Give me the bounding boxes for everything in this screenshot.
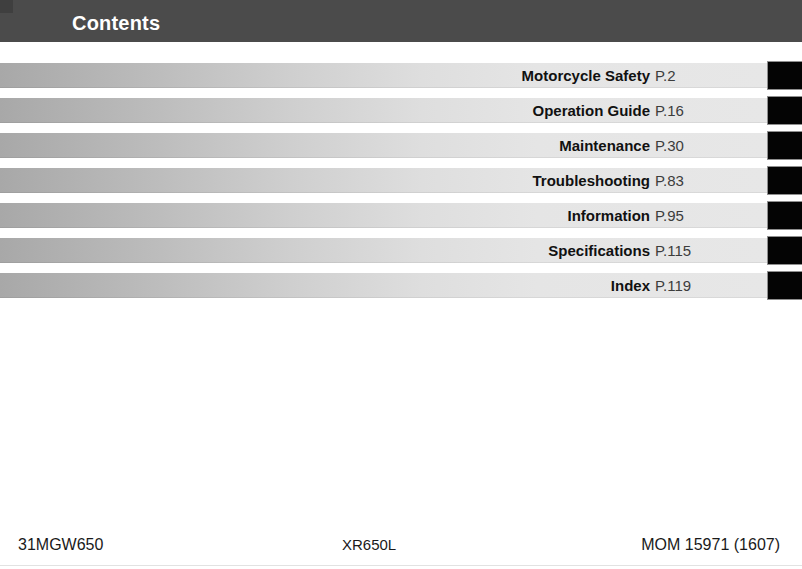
toc-label: Information (568, 203, 651, 228)
toc-label: Operation Guide (532, 98, 650, 123)
toc-bar (0, 273, 767, 298)
toc-row-maintenance[interactable]: Maintenance P.30 (0, 133, 802, 158)
thumb-tab-marker (767, 236, 802, 265)
page-title: Contents (72, 0, 160, 42)
toc-row-specifications[interactable]: Specifications P.115 (0, 238, 802, 263)
toc-bar (0, 63, 767, 88)
toc-list: Motorcycle Safety P.2 Operation Guide P.… (0, 63, 802, 308)
toc-page-ref: P.30 (655, 133, 684, 158)
toc-row-index[interactable]: Index P.119 (0, 273, 802, 298)
toc-page-ref: P.2 (655, 63, 676, 88)
toc-label: Maintenance (559, 133, 650, 158)
bottom-rule (0, 565, 802, 566)
toc-row-motorcycle-safety[interactable]: Motorcycle Safety P.2 (0, 63, 802, 88)
toc-label: Motorcycle Safety (522, 63, 650, 88)
thumb-tab-marker (767, 271, 802, 300)
toc-row-operation-guide[interactable]: Operation Guide P.16 (0, 98, 802, 123)
thumb-tab-marker (767, 131, 802, 160)
toc-label: Index (611, 273, 650, 298)
footer-model-name: XR650L (342, 536, 396, 553)
footer-part-code: 31MGW650 (18, 536, 103, 554)
manual-contents-page: Contents Motorcycle Safety P.2 Operation… (0, 0, 802, 569)
toc-page-ref: P.115 (655, 238, 691, 263)
toc-page-ref: P.119 (655, 273, 691, 298)
toc-bar (0, 133, 767, 158)
thumb-tab-marker (767, 96, 802, 125)
toc-row-information[interactable]: Information P.95 (0, 203, 802, 228)
toc-bar (0, 203, 767, 228)
thumb-tab-marker (767, 61, 802, 90)
toc-bar (0, 98, 767, 123)
thumb-tab-marker (767, 166, 802, 195)
thumb-tab-marker (767, 201, 802, 230)
toc-row-troubleshooting[interactable]: Troubleshooting P.83 (0, 168, 802, 193)
header-corner-mark (0, 0, 13, 13)
toc-page-ref: P.16 (655, 98, 684, 123)
toc-bar (0, 238, 767, 263)
toc-page-ref: P.83 (655, 168, 684, 193)
footer-print-code: MOM 15971 (1607) (641, 536, 780, 554)
toc-page-ref: P.95 (655, 203, 684, 228)
header-bar: Contents (0, 0, 802, 42)
toc-label: Specifications (548, 238, 650, 263)
toc-label: Troubleshooting (533, 168, 651, 193)
toc-bar (0, 168, 767, 193)
